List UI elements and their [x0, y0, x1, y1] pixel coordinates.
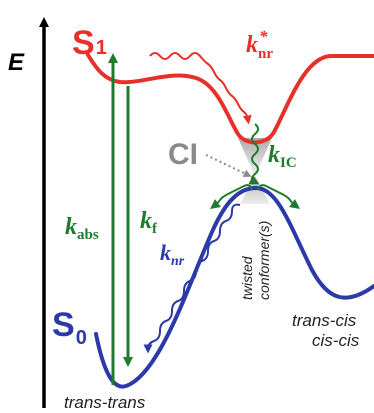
kabs-label: kabs — [65, 214, 99, 243]
kic-wavy-arrow — [248, 123, 260, 185]
ci-label: CI — [168, 138, 198, 171]
s1-curve — [86, 53, 374, 145]
knr-star-wavy-arrow — [149, 52, 252, 125]
s0-curve — [94, 185, 374, 389]
kic-label: kIC — [268, 142, 297, 171]
knr-star-label: knr* — [246, 27, 273, 62]
s1-label: S1 — [72, 24, 107, 62]
trans-trans-label: trans-trans — [64, 393, 146, 412]
twisted-conformer-label: twistedconformer(s) — [239, 221, 272, 300]
knr-wavy-arrow — [143, 203, 241, 354]
branch-right-wavy-arrow — [257, 184, 300, 210]
ci-upper-cone — [238, 138, 272, 176]
branch-left-wavy-arrow — [210, 184, 253, 210]
trans-cis-label: trans-cis — [292, 311, 357, 330]
ci-pointer-line — [205, 154, 252, 177]
cis-cis-label: cis-cis — [312, 331, 360, 350]
energy-axis-label: E — [8, 49, 25, 76]
kf-label: kf — [140, 208, 158, 237]
s0-label: S0 — [52, 306, 87, 349]
knr-label: knr — [160, 240, 185, 269]
